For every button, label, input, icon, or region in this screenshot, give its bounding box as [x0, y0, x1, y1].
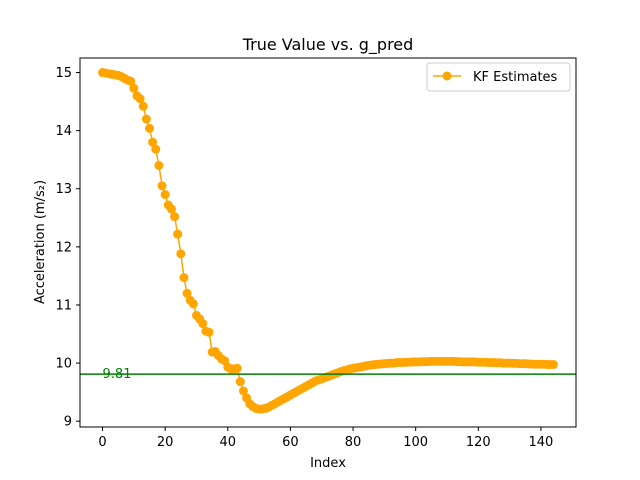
y-tick-label: 12: [55, 240, 72, 255]
data-point: [179, 273, 189, 283]
x-tick-label: 20: [157, 435, 174, 450]
data-point: [232, 363, 242, 373]
data-point: [238, 386, 248, 396]
y-axis-label: Acceleration (m/s₂): [33, 180, 48, 304]
reference-line-label: 9.81: [103, 367, 132, 382]
y-tick-label: 10: [55, 357, 72, 372]
x-tick-label: 60: [282, 435, 299, 450]
x-axis-label: Index: [310, 456, 346, 471]
data-point: [145, 123, 155, 133]
data-point: [198, 319, 208, 329]
x-tick-label: 40: [220, 435, 237, 450]
plot-area: 9.81: [80, 68, 576, 414]
legend-marker: [442, 71, 452, 81]
legend: KF Estimates: [426, 62, 571, 92]
x-axis: 0 20 40 60 80 100 120 140: [98, 427, 553, 450]
x-tick-label: 140: [529, 435, 554, 450]
legend-box: [426, 62, 571, 92]
data-point: [148, 137, 158, 147]
x-tick-label: 100: [403, 435, 428, 450]
data-point: [154, 161, 164, 170]
y-tick-label: 14: [55, 124, 72, 139]
y-tick-label: 11: [55, 298, 72, 313]
y-tick-label: 13: [55, 182, 72, 197]
data-point: [235, 377, 245, 387]
data-point: [548, 360, 558, 370]
data-point: [204, 327, 214, 337]
data-point: [166, 204, 176, 214]
legend-entry-kf-estimates: KF Estimates: [473, 70, 558, 85]
y-tick-label: 15: [55, 66, 72, 81]
y-axis: 9 10 11 12 13 14 15: [55, 66, 80, 430]
data-point: [173, 229, 183, 239]
data-point: [135, 94, 145, 104]
data-point: [176, 249, 186, 259]
data-point: [170, 212, 180, 222]
data-point: [157, 181, 167, 191]
x-tick-label: 80: [345, 435, 362, 450]
y-tick-label: 9: [64, 415, 72, 430]
data-point: [126, 76, 136, 86]
x-tick-label: 120: [466, 435, 491, 450]
data-point: [160, 190, 170, 200]
data-point: [141, 114, 151, 124]
x-tick-label: 0: [98, 435, 106, 450]
data-point: [182, 288, 192, 298]
plot-frame: [79, 57, 577, 428]
data-point: [188, 299, 198, 309]
data-point: [129, 83, 139, 93]
data-point: [151, 144, 161, 154]
chart-title: True Value vs. g_pred: [242, 35, 414, 55]
data-point: [138, 101, 148, 111]
